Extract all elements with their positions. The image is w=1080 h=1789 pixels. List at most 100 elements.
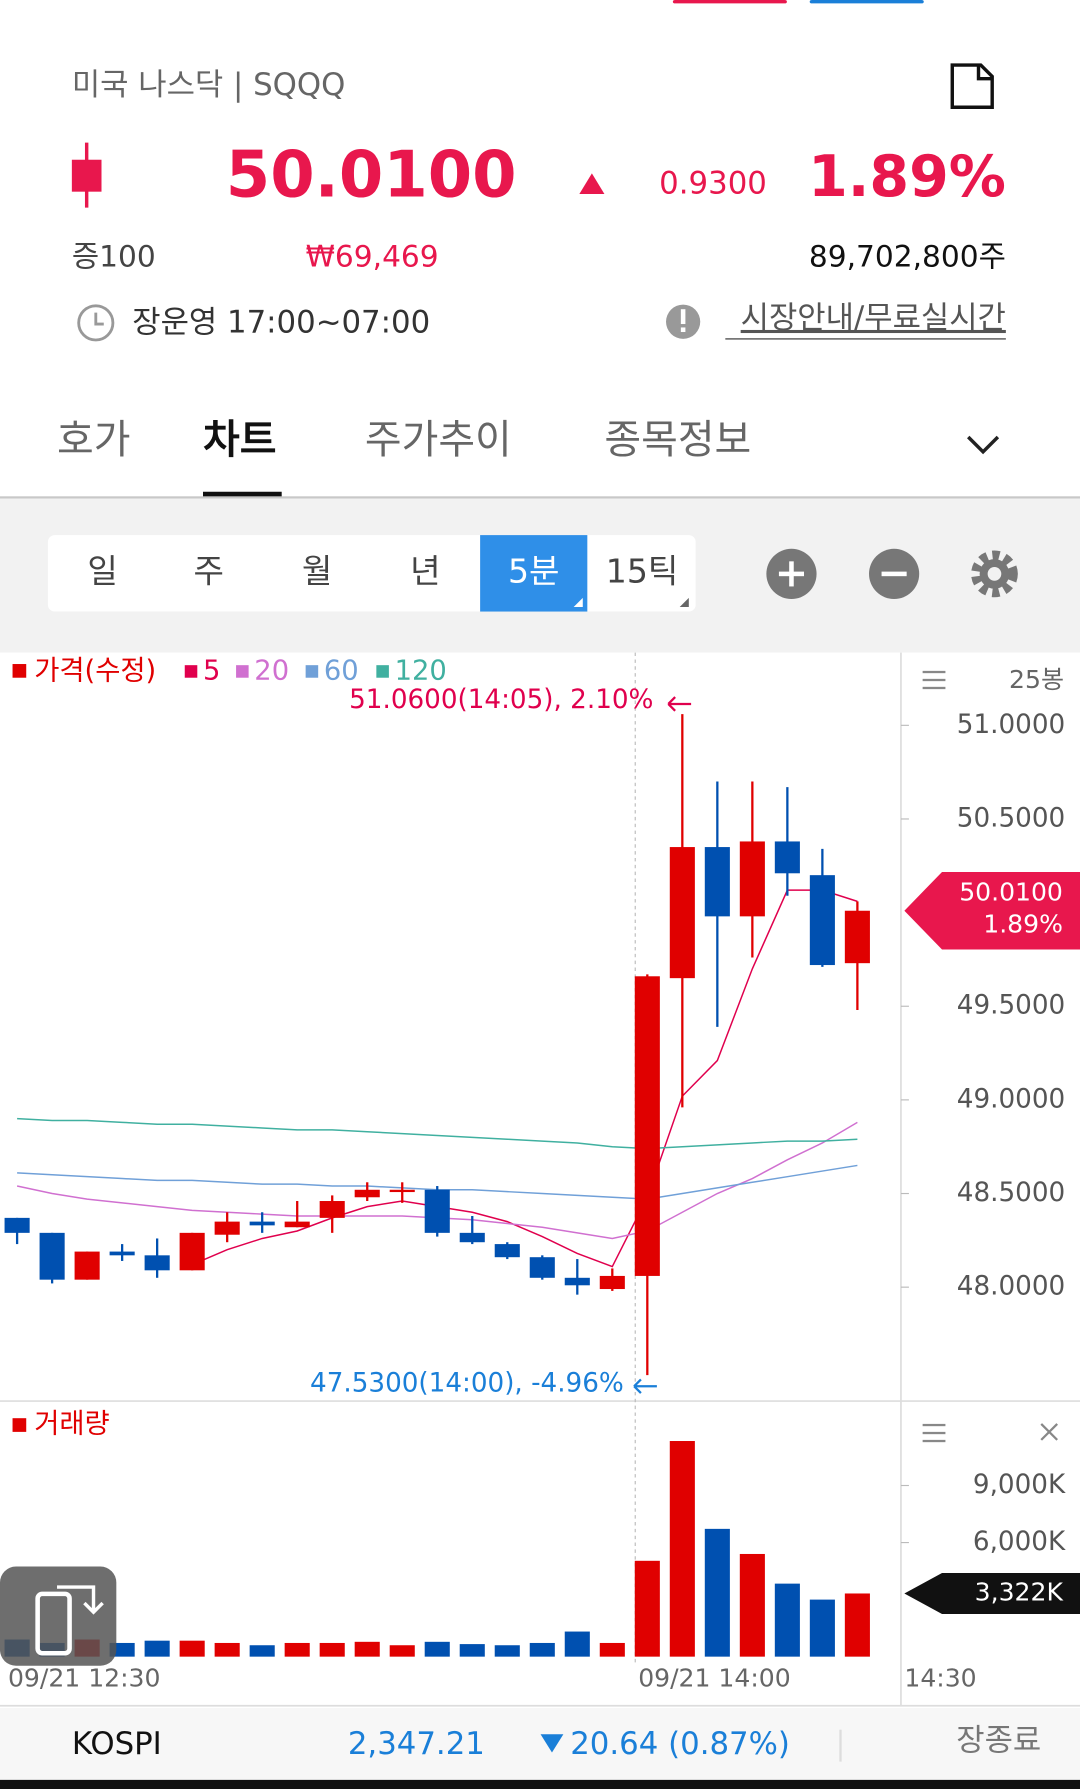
- document-icon[interactable]: [950, 63, 994, 109]
- zoom-out-button[interactable]: [869, 548, 920, 599]
- market-info-link[interactable]: 시장안내/무료실시간: [741, 300, 1006, 336]
- period-selector: [47, 535, 696, 612]
- annotation-arrow: [633, 1378, 657, 1394]
- period-option[interactable]: 월: [302, 551, 332, 590]
- clock-icon: [77, 304, 115, 342]
- period-selected: [480, 535, 588, 612]
- x-tick-label: 09/21 14:00: [638, 1663, 790, 1692]
- candle-body: [704, 847, 730, 917]
- close-icon[interactable]: [1040, 1423, 1058, 1441]
- candle-body: [634, 976, 660, 1276]
- volume-bar: [144, 1640, 170, 1657]
- candle-body: [494, 1244, 520, 1258]
- tab[interactable]: 종목정보: [604, 417, 751, 463]
- y-tick-label: 48.5000: [957, 1178, 1065, 1208]
- krw-price: ₩69,469: [306, 238, 439, 273]
- y-tick-label: 6,000K: [973, 1527, 1066, 1557]
- nav-bar: [0, 1779, 1080, 1789]
- top-button-edge: [672, 0, 787, 4]
- ma-line: [17, 1117, 858, 1150]
- legend-swatch: [12, 1418, 27, 1432]
- volume-bar: [424, 1641, 450, 1657]
- candle-body: [214, 1221, 240, 1235]
- annotation-arrow: [667, 696, 692, 712]
- legend-title: 거래량: [34, 1409, 109, 1440]
- candle-body: [459, 1232, 485, 1243]
- up-triangle: [579, 173, 605, 194]
- volume-bar: [249, 1645, 275, 1657]
- menu-icon[interactable]: [922, 670, 946, 690]
- candle-body: [599, 1275, 625, 1290]
- legend-title: 가격(수정): [34, 656, 156, 687]
- tab-active[interactable]: 차트: [203, 417, 276, 463]
- corner-mark: [573, 597, 583, 607]
- volume-bar: [564, 1631, 590, 1657]
- candle-body: [844, 910, 870, 964]
- candle-body: [564, 1277, 590, 1286]
- legend-label: 5: [203, 656, 220, 687]
- candle-body: [144, 1255, 170, 1271]
- volume-bar: [739, 1553, 765, 1657]
- max-annotation: 51.0600(14:05), 2.10%: [349, 685, 653, 715]
- current-pct-label: 1.89%: [983, 910, 1063, 939]
- period-option[interactable]: 년: [410, 551, 440, 590]
- menu-icon[interactable]: [922, 1423, 946, 1443]
- candle-body: [284, 1221, 310, 1228]
- tab-dropdown[interactable]: [967, 435, 1000, 455]
- trading-hours: 장운영 17:00~07:00: [132, 305, 430, 341]
- x-tick-label: 09/21 12:30: [8, 1663, 160, 1692]
- period-option[interactable]: 15틱: [606, 551, 679, 590]
- candle-body: [529, 1257, 555, 1278]
- volume-bar: [459, 1644, 485, 1657]
- legend-swatch: [376, 665, 389, 678]
- candle-body: [424, 1189, 450, 1233]
- index-change: 20.64 (0.87%): [570, 1726, 790, 1762]
- legend-label: 20: [254, 656, 289, 687]
- corner-mark: [679, 597, 689, 607]
- current-price-tag: [904, 871, 1080, 950]
- legend-swatch: [12, 664, 27, 678]
- candle-body: [389, 1189, 415, 1193]
- candle-body: [354, 1189, 380, 1198]
- volume-bar: [809, 1599, 835, 1657]
- y-tick-label: 9,000K: [973, 1470, 1066, 1500]
- candle-body: [739, 841, 765, 917]
- volume-bar: [284, 1642, 310, 1657]
- change-percent: 1.89%: [808, 144, 1006, 210]
- y-tick-label: 48.0000: [957, 1272, 1065, 1302]
- market-label: 미국 나스닥 | SQQQ: [72, 67, 345, 103]
- candle-body: [249, 1221, 275, 1226]
- volume-bar: [354, 1641, 380, 1657]
- legend-swatch: [236, 665, 249, 678]
- volume-bar: [214, 1642, 240, 1657]
- volume-bar: [774, 1583, 800, 1657]
- legend-label: 120: [395, 656, 447, 687]
- y-tick-label: 49.5000: [957, 991, 1065, 1021]
- candle-body: [74, 1251, 100, 1280]
- candle-body: [39, 1232, 65, 1280]
- current-price-label: 50.0100: [959, 878, 1063, 907]
- y-tick-label: 51.0000: [957, 710, 1065, 740]
- legend-swatch: [184, 665, 198, 678]
- candle-icon: [71, 142, 102, 208]
- settings-button[interactable]: [971, 550, 1018, 598]
- period-option[interactable]: 주: [193, 551, 223, 590]
- zoom-in-button[interactable]: [766, 548, 817, 599]
- volume-bar: [319, 1642, 345, 1657]
- candle-body: [669, 847, 695, 979]
- tab-underline: [202, 491, 282, 498]
- volume-bar: [704, 1528, 730, 1657]
- market-status: 장종료: [956, 1723, 1041, 1759]
- footer-bg: [0, 1707, 1080, 1780]
- volume-bar: [844, 1593, 870, 1657]
- period-option[interactable]: 일: [87, 551, 117, 590]
- volume-total: 89,702,800주: [809, 238, 1006, 273]
- tab[interactable]: 호가: [57, 417, 130, 463]
- period-option[interactable]: 5분: [508, 551, 559, 590]
- index-value: 2,347.21: [348, 1726, 485, 1762]
- ma-line: [191, 889, 858, 1268]
- tab[interactable]: 주가추이: [365, 417, 512, 463]
- candle-body: [179, 1232, 205, 1271]
- volume-bar: [389, 1645, 415, 1657]
- rotate-button[interactable]: [0, 1566, 117, 1666]
